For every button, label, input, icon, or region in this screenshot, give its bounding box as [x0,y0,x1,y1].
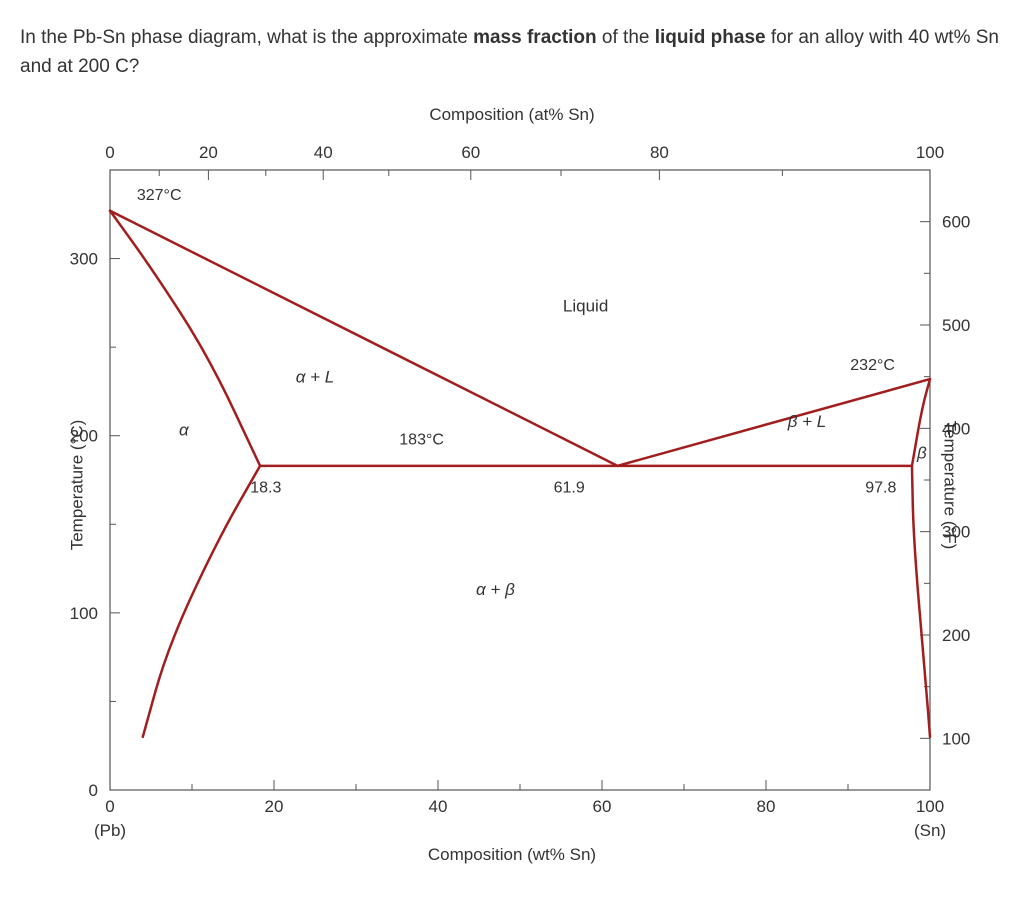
svg-text:60: 60 [461,143,480,162]
svg-text:60: 60 [593,797,612,816]
svg-text:500: 500 [942,316,970,335]
svg-text:α + β: α + β [476,580,515,599]
svg-text:61.9: 61.9 [554,479,585,496]
svg-text:100: 100 [942,729,970,748]
svg-text:600: 600 [942,213,970,232]
svg-text:183°C: 183°C [399,432,444,449]
axis-title-right: Temperature (°F) [940,421,960,550]
svg-text:α: α [179,421,190,440]
svg-text:Liquid: Liquid [563,297,608,316]
svg-text:327°C: 327°C [137,187,182,204]
axis-title-bottom: Composition (wt% Sn) [20,845,1004,865]
phase-diagram-svg: 0204060801000204060801000100200300100200… [20,105,1004,865]
svg-text:β: β [916,444,927,463]
svg-text:100: 100 [916,797,944,816]
svg-text:(Sn): (Sn) [914,821,946,840]
svg-text:40: 40 [314,143,333,162]
svg-text:232°C: 232°C [850,357,895,374]
svg-text:0: 0 [105,797,114,816]
svg-text:40: 40 [429,797,448,816]
axis-title-left: Temperature (°C) [67,420,87,551]
svg-text:20: 20 [199,143,218,162]
svg-text:β + L: β + L [787,412,827,431]
svg-text:100: 100 [916,143,944,162]
svg-text:80: 80 [650,143,669,162]
question-text: In the Pb-Sn phase diagram, what is the … [20,24,1004,81]
svg-text:(Pb): (Pb) [94,821,126,840]
svg-text:97.8: 97.8 [865,479,896,496]
svg-text:α + L: α + L [296,368,335,387]
svg-text:20: 20 [265,797,284,816]
svg-text:80: 80 [757,797,776,816]
svg-text:200: 200 [942,626,970,645]
svg-text:0: 0 [89,781,98,800]
svg-text:18.3: 18.3 [250,479,281,496]
svg-text:0: 0 [105,143,114,162]
phase-diagram-chart: Composition (at% Sn) Temperature (°C) Te… [20,105,1004,865]
svg-text:300: 300 [70,250,98,269]
axis-title-top: Composition (at% Sn) [20,105,1004,125]
svg-text:100: 100 [70,604,98,623]
